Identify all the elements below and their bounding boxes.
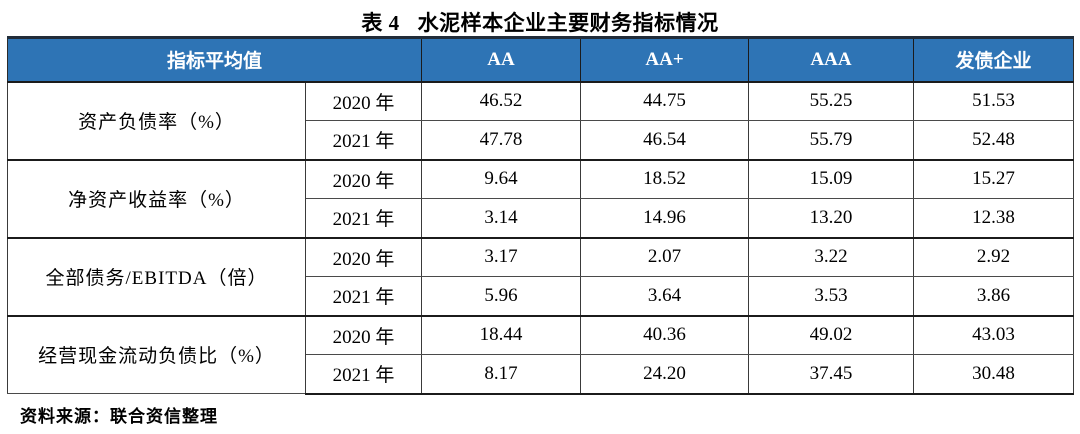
- indicator-cell-ocf-liabilities: 经营现金流动负债比（%）: [7, 314, 306, 394]
- value-cell: 52.48: [913, 120, 1075, 160]
- value-cell: 46.52: [421, 80, 582, 121]
- value-cell: 24.20: [580, 354, 750, 395]
- table-row: 全部债务/EBITDA（倍） 2020 年 3.17 2.07 3.22 2.9…: [7, 236, 1075, 316]
- table-row: 2021 年 5.96 3.64 3.53 3.86: [8, 276, 1075, 316]
- year-cell: 2021 年: [304, 198, 423, 238]
- value-cell: 37.45: [748, 354, 915, 395]
- table-row: 2021 年 3.14 14.96 13.20 12.38: [8, 198, 1075, 238]
- value-cell: 30.48: [913, 354, 1075, 395]
- table-title: 表 4 水泥样本企业主要财务指标情况: [0, 0, 1080, 36]
- table-number: 表 4: [361, 11, 400, 35]
- value-cell: 55.79: [748, 120, 915, 160]
- value-cell: 9.64: [421, 158, 582, 199]
- value-cell: 47.78: [421, 120, 582, 160]
- header-cell-aa: AA: [421, 36, 582, 83]
- year-cell: 2020 年: [304, 314, 423, 355]
- value-cell: 46.54: [580, 120, 750, 160]
- value-cell: 14.96: [580, 198, 750, 238]
- value-cell: 5.96: [421, 276, 582, 316]
- value-cell: 18.52: [580, 158, 750, 199]
- value-cell: 2.07: [580, 236, 750, 277]
- year-cell: 2020 年: [304, 158, 423, 199]
- value-cell: 49.02: [748, 314, 915, 355]
- source-note: 资料来源：联合资信整理: [20, 406, 218, 426]
- table-header-row: 指标平均值 AA AA+ AAA 发债企业: [6, 36, 1075, 83]
- value-cell: 18.44: [421, 314, 582, 355]
- table-row: 净资产收益率（%） 2020 年 9.64 18.52 15.09 15.27: [7, 158, 1075, 238]
- value-cell: 15.09: [748, 158, 915, 199]
- table-row: 资产负债率（%） 2020 年 46.52 44.75 55.25 51.53: [7, 80, 1075, 160]
- value-cell: 44.75: [580, 80, 750, 121]
- header-cell-aaa: AAA: [748, 36, 915, 83]
- year-cell: 2021 年: [304, 354, 423, 395]
- value-cell: 3.17: [421, 236, 582, 277]
- value-cell: 3.22: [748, 236, 915, 277]
- value-cell: 51.53: [913, 80, 1075, 121]
- indicator-cell-debt-ratio: 资产负债率（%）: [7, 80, 306, 160]
- value-cell: 8.17: [421, 354, 582, 395]
- table-row: 2021 年 8.17 24.20 37.45 30.48: [8, 354, 1075, 395]
- header-cell-indicator-average: 指标平均值: [6, 36, 423, 83]
- value-cell: 2.92: [913, 236, 1075, 277]
- table-row: 经营现金流动负债比（%） 2020 年 18.44 40.36 49.02 43…: [7, 314, 1075, 394]
- header-cell-aa-plus: AA+: [580, 36, 750, 83]
- value-cell: 43.03: [913, 314, 1075, 355]
- value-cell: 3.14: [421, 198, 582, 238]
- value-cell: 3.53: [748, 276, 915, 316]
- header-cell-issuers: 发债企业: [913, 36, 1075, 83]
- table-title-text: 水泥样本企业主要财务指标情况: [417, 11, 719, 35]
- year-cell: 2021 年: [304, 276, 423, 316]
- value-cell: 12.38: [913, 198, 1075, 238]
- value-cell: 13.20: [748, 198, 915, 238]
- year-cell: 2021 年: [304, 120, 423, 160]
- value-cell: 40.36: [580, 314, 750, 355]
- year-cell: 2020 年: [304, 236, 423, 277]
- value-cell: 3.86: [913, 276, 1075, 316]
- financial-indicators-table: 指标平均值 AA AA+ AAA 发债企业 资产负债率（%） 2020 年 46…: [6, 36, 1075, 395]
- table-row: 2021 年 47.78 46.54 55.79 52.48: [8, 120, 1075, 160]
- value-cell: 3.64: [580, 276, 750, 316]
- value-cell: 55.25: [748, 80, 915, 121]
- year-cell: 2020 年: [304, 80, 423, 121]
- indicator-cell-roe: 净资产收益率（%）: [7, 158, 306, 238]
- indicator-cell-debt-ebitda: 全部债务/EBITDA（倍）: [7, 236, 306, 316]
- value-cell: 15.27: [913, 158, 1075, 199]
